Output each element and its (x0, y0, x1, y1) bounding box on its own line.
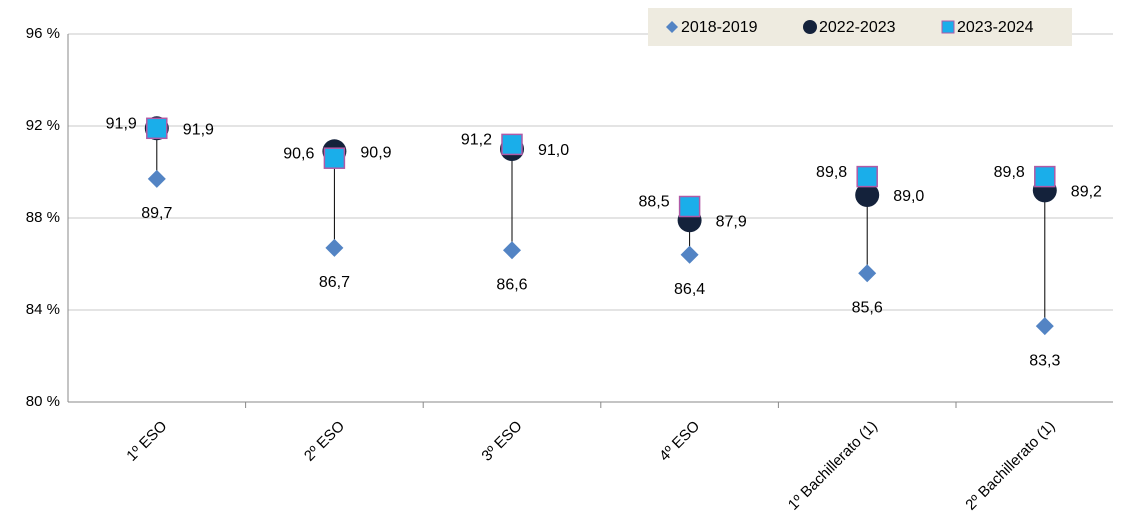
y-tick-label: 84 % (26, 301, 60, 318)
marker (325, 238, 344, 257)
value-label: 91,9 (183, 122, 214, 139)
legend-box (648, 8, 1072, 46)
value-label: 90,9 (360, 145, 391, 162)
marker (146, 117, 168, 140)
y-tick-label: 88 % (26, 209, 60, 226)
x-tick-label: 4º ESO (656, 418, 703, 465)
legend-marker (803, 20, 817, 34)
value-label: 86,4 (674, 281, 705, 298)
value-label: 83,3 (1029, 352, 1060, 369)
x-tick-label: 2º ESO (301, 418, 348, 465)
legend-label: 2018-2019 (681, 19, 758, 36)
value-label: 86,7 (319, 274, 350, 291)
value-label: 90,6 (283, 145, 314, 162)
marker (856, 165, 878, 188)
value-label: 91,0 (538, 142, 569, 159)
value-label: 86,6 (496, 276, 527, 293)
marker (147, 169, 166, 188)
marker (501, 133, 523, 156)
value-label: 87,9 (716, 214, 747, 231)
marker (1035, 317, 1054, 336)
marker (678, 195, 701, 218)
x-tick-label: 2º Bachillerato (1) (962, 418, 1058, 514)
legend-marker (666, 21, 678, 33)
legend: 2018-2019 2022-2023 2023-2024 (648, 8, 1072, 46)
value-label: 89,7 (141, 205, 172, 222)
marker (680, 245, 699, 264)
marker (855, 183, 880, 207)
value-label: 88,5 (638, 194, 669, 211)
x-tick-label: 1º ESO (123, 418, 170, 465)
marker (503, 241, 521, 260)
marker (858, 264, 877, 283)
value-label: 91,9 (106, 116, 137, 133)
marker (323, 147, 346, 169)
value-label: 89,0 (893, 188, 924, 205)
x-tick-label: 1º Bachillerato (1) (785, 418, 881, 514)
value-label: 89,8 (816, 164, 847, 181)
value-label: 91,2 (461, 132, 492, 149)
marker (1034, 165, 1056, 188)
y-tick-label: 80 % (26, 393, 60, 410)
x-tick-label: 3º ESO (478, 418, 525, 465)
legend-label: 2023-2024 (957, 19, 1034, 36)
legend-marker (941, 20, 955, 34)
y-tick-label: 96 % (26, 25, 60, 42)
value-label: 85,6 (852, 299, 883, 316)
legend-label: 2022-2023 (819, 19, 896, 36)
value-label: 89,8 (994, 164, 1025, 181)
y-tick-label: 92 % (26, 117, 60, 134)
value-label: 89,2 (1071, 184, 1102, 201)
